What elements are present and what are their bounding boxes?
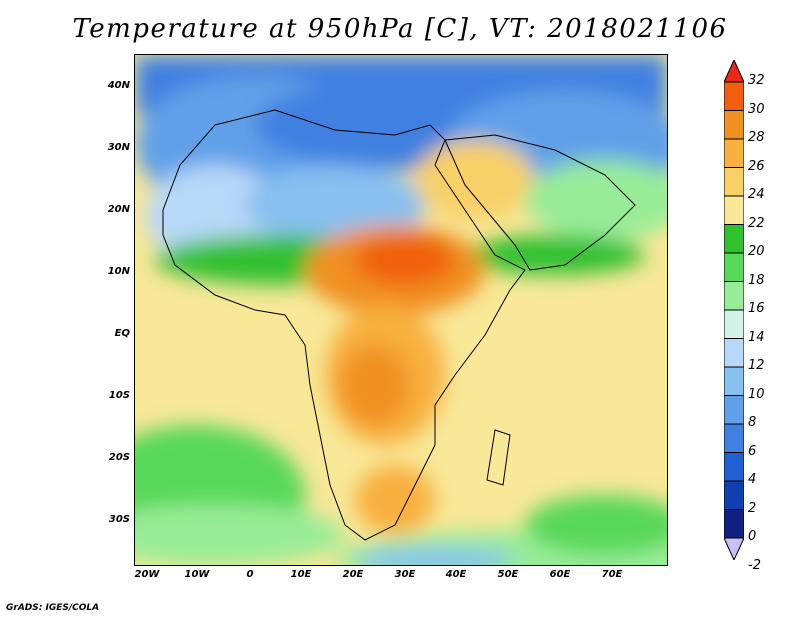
lat-label: 20S bbox=[108, 452, 130, 463]
colorbar-label: 16 bbox=[748, 301, 765, 316]
footer-credit: GrADS: IGES/COLA bbox=[6, 603, 100, 613]
map-title: Temperature at 950hPa [C], VT: 201802110… bbox=[72, 14, 728, 44]
lon-label: 60E bbox=[549, 569, 571, 580]
temperature-map bbox=[134, 54, 668, 566]
colorbar-label: 28 bbox=[748, 130, 765, 145]
colorbar-segment bbox=[723, 338, 745, 368]
lon-label: 40E bbox=[445, 569, 467, 580]
colorbar-label: 8 bbox=[748, 415, 757, 430]
colorbar-top-arrow bbox=[723, 58, 745, 83]
colorbar-svg bbox=[723, 58, 745, 562]
lat-label: 40N bbox=[107, 80, 130, 91]
colorbar-segment bbox=[723, 81, 745, 111]
colorbar-segment bbox=[723, 509, 745, 539]
colorbar-segment bbox=[723, 281, 745, 311]
colorbar-label: 20 bbox=[748, 244, 765, 259]
colorbar-label: 18 bbox=[748, 272, 765, 288]
colorbar-label: 12 bbox=[748, 358, 765, 373]
colorbar-label: 22 bbox=[748, 215, 765, 231]
lon-label: 20W bbox=[134, 569, 160, 580]
colorbar-segment bbox=[723, 167, 745, 197]
colorbar-label: 24 bbox=[748, 187, 765, 202]
colorbar-label: 4 bbox=[748, 472, 757, 487]
colorbar-segment bbox=[723, 423, 745, 453]
colorbar-segment bbox=[723, 366, 745, 396]
lon-label: 20E bbox=[342, 569, 364, 580]
colorbar-segment bbox=[723, 395, 745, 425]
colorbar-label: 10 bbox=[748, 386, 765, 402]
colorbar-segment bbox=[723, 309, 745, 339]
lon-label: 50E bbox=[497, 569, 519, 580]
colorbar-label: 2 bbox=[748, 500, 757, 516]
colorbar-label: 30 bbox=[748, 101, 765, 117]
colorbar-segment bbox=[723, 195, 745, 225]
lat-label: EQ bbox=[114, 328, 130, 339]
colorbar-bottom-arrow bbox=[723, 537, 745, 562]
temperature-field-svg bbox=[135, 55, 667, 565]
colorbar-segment bbox=[723, 480, 745, 510]
lon-label: 10W bbox=[184, 569, 210, 580]
lat-label: 20N bbox=[107, 204, 130, 215]
lat-label: 10N bbox=[107, 266, 130, 277]
lon-label: 0 bbox=[246, 569, 254, 580]
colorbar-segment bbox=[723, 252, 745, 282]
colorbar-segment bbox=[723, 224, 745, 254]
colorbar-label: 32 bbox=[748, 73, 765, 88]
lon-label: 10E bbox=[290, 569, 312, 580]
colorbar-label: 0 bbox=[748, 529, 757, 544]
colorbar-segment bbox=[723, 110, 745, 140]
lat-label: 30N bbox=[107, 142, 130, 153]
lon-label: 70E bbox=[601, 569, 623, 580]
colorbar-label: 14 bbox=[748, 329, 765, 345]
lon-label: 30E bbox=[394, 569, 416, 580]
colorbar-segment bbox=[723, 138, 745, 168]
lat-label: 30S bbox=[108, 514, 130, 525]
colorbar-segment bbox=[723, 452, 745, 482]
lat-label: 10S bbox=[108, 390, 130, 401]
coastline bbox=[162, 109, 636, 541]
colorbar bbox=[723, 58, 745, 562]
colorbar-label: 26 bbox=[748, 158, 765, 174]
colorbar-label: 6 bbox=[748, 443, 757, 459]
colorbar-label: -2 bbox=[748, 557, 761, 573]
